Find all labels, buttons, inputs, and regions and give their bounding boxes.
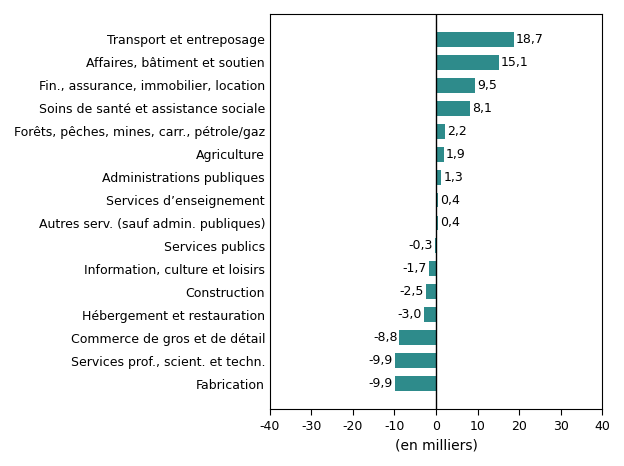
Bar (436, 32, 514, 47)
Bar (429, 261, 436, 276)
Bar (399, 330, 436, 345)
Bar (436, 123, 445, 138)
Text: -8,8: -8,8 (373, 331, 397, 344)
Text: -9,9: -9,9 (369, 377, 393, 390)
Bar (395, 376, 436, 391)
X-axis label: (en milliers): (en milliers) (394, 438, 477, 452)
Bar (424, 308, 436, 322)
Bar (436, 78, 475, 93)
Text: 1,3: 1,3 (444, 171, 463, 184)
Bar (395, 353, 436, 368)
Bar (436, 147, 444, 162)
Text: 18,7: 18,7 (516, 33, 544, 46)
Text: 2,2: 2,2 (447, 125, 467, 137)
Text: 9,5: 9,5 (477, 79, 497, 92)
Text: -9,9: -9,9 (369, 354, 393, 367)
Bar (436, 192, 437, 207)
Bar (436, 170, 441, 185)
Text: -0,3: -0,3 (408, 240, 432, 253)
Bar (436, 216, 437, 231)
Bar (435, 239, 436, 254)
Bar (436, 55, 499, 70)
Text: 0,4: 0,4 (440, 193, 460, 206)
Text: 1,9: 1,9 (446, 148, 466, 161)
Text: 15,1: 15,1 (501, 56, 529, 69)
Text: 0,4: 0,4 (440, 217, 460, 229)
Bar (426, 284, 436, 299)
Bar (436, 101, 470, 116)
Text: -2,5: -2,5 (399, 285, 424, 298)
Text: -3,0: -3,0 (397, 308, 421, 322)
Text: -1,7: -1,7 (402, 262, 427, 275)
Text: 8,1: 8,1 (472, 102, 492, 115)
